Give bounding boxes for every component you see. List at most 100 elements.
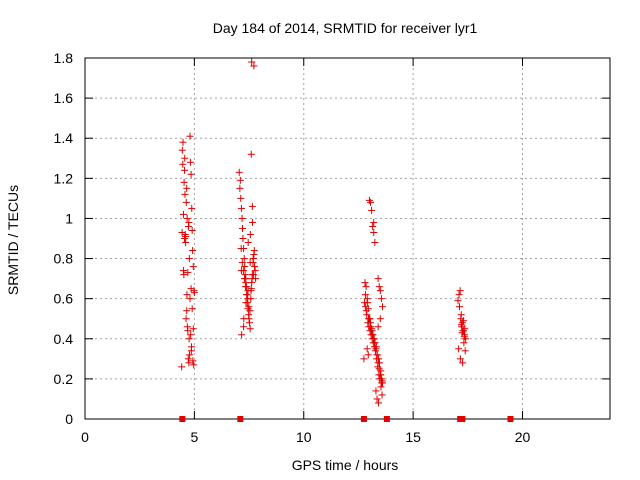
data-point (237, 204, 245, 212)
data-point (250, 247, 258, 255)
data-point (250, 62, 258, 70)
data-point (238, 331, 246, 339)
data-point (249, 218, 257, 226)
data-point (375, 355, 383, 363)
data-point (184, 327, 192, 335)
data-point (179, 138, 187, 146)
data-point (374, 323, 382, 331)
data-point (367, 323, 375, 331)
data-point (249, 271, 257, 279)
y-tick-label: 1 (65, 210, 73, 226)
data-point (244, 287, 252, 295)
x-tick-labels: 0 5 10 15 20 (81, 429, 530, 445)
data-point (239, 224, 246, 232)
axis-marker (459, 416, 466, 422)
data-point (180, 271, 188, 279)
data-point (187, 285, 195, 293)
data-point (374, 275, 382, 283)
data-point (461, 325, 469, 333)
data-point (243, 291, 251, 299)
data-point (183, 214, 191, 222)
data-point (248, 58, 256, 66)
data-point (372, 347, 379, 355)
y-axis-label: SRMTID / TECUs (5, 185, 21, 295)
y-tick-label: 0.8 (54, 251, 74, 267)
data-point (241, 263, 249, 271)
axis-marker (179, 416, 186, 422)
data-point (181, 190, 189, 198)
y-tick-label: 1.2 (54, 170, 74, 186)
data-point (178, 146, 186, 154)
chart-title: Day 184 of 2014, SRMTID for receiver lyr… (213, 20, 478, 36)
axis-marker (383, 416, 390, 422)
data-point (237, 194, 245, 202)
y-tick-labels: 0 0.2 0.4 0.6 0.8 1 1.2 1.4 1.6 1.8 (54, 50, 74, 427)
y-tick-label: 1.8 (54, 50, 74, 66)
data-point (179, 160, 187, 168)
data-point (363, 345, 371, 353)
data-point (187, 331, 195, 339)
x-axis-label: GPS time / hours (292, 457, 399, 473)
data-point (186, 158, 194, 166)
data-point (457, 321, 465, 329)
data-point (376, 315, 384, 323)
data-point (373, 351, 381, 359)
data-point (248, 202, 256, 210)
data-point (458, 329, 466, 337)
x-tick-label: 5 (190, 429, 198, 445)
data-point (184, 269, 192, 277)
data-point (240, 323, 248, 331)
data-point (374, 363, 382, 371)
data-point (183, 184, 191, 192)
data-point (370, 335, 378, 343)
data-point (184, 355, 192, 363)
data-point (182, 315, 190, 323)
data-point (178, 228, 186, 236)
data-point (460, 339, 468, 347)
data-point (187, 170, 195, 178)
y-tick-label: 1.6 (54, 90, 74, 106)
data-point (246, 325, 254, 333)
data-point (179, 210, 187, 218)
data-point (371, 339, 379, 347)
ticks (84, 57, 610, 420)
axis-markers (179, 416, 514, 422)
data-point (183, 307, 191, 315)
y-tick-label: 1.4 (54, 130, 74, 146)
data-point (189, 357, 197, 365)
data-point (181, 154, 189, 162)
grid (85, 58, 610, 419)
data-point (456, 303, 463, 311)
data-point (371, 239, 379, 247)
data-point (178, 363, 186, 371)
x-tick-label: 20 (515, 429, 531, 445)
data-point (242, 299, 250, 307)
data-point (248, 275, 256, 283)
data-point (368, 327, 376, 335)
data-point (182, 198, 190, 206)
data-point (360, 355, 368, 363)
data-point (370, 218, 378, 226)
axis-marker (237, 416, 244, 422)
data-point (238, 259, 246, 267)
data-point (375, 399, 383, 407)
data-point (183, 291, 191, 299)
data-point (377, 383, 385, 391)
data-point (182, 232, 190, 240)
data-point (237, 267, 245, 275)
data-point (189, 247, 197, 255)
data-point (379, 303, 386, 311)
data-point (187, 347, 195, 355)
data-point (185, 359, 193, 367)
data-point (189, 263, 197, 271)
data-point (244, 239, 252, 247)
data-point (454, 297, 462, 305)
x-tick-label: 0 (81, 429, 89, 445)
data-point (362, 283, 370, 291)
data-point (235, 168, 243, 176)
data-point (251, 267, 259, 275)
data-point (244, 295, 252, 303)
data-point (186, 351, 194, 359)
